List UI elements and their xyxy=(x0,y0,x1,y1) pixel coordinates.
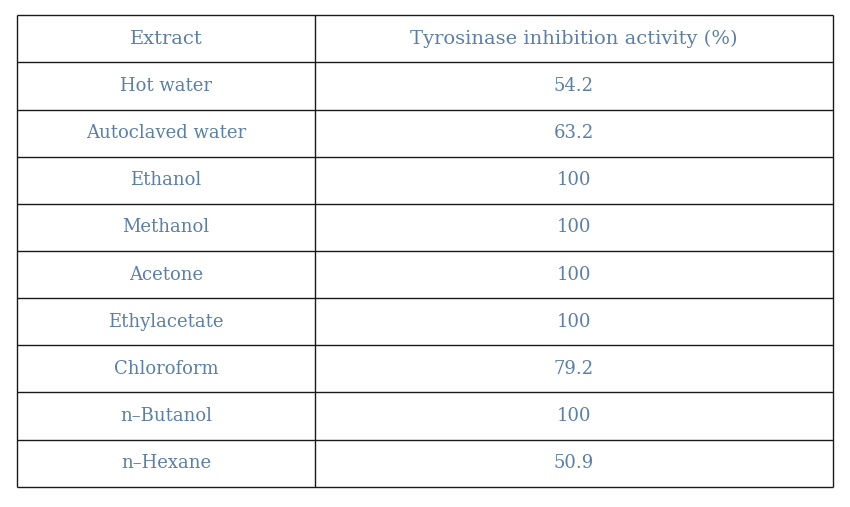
Text: Tyrosinase inhibition activity (%): Tyrosinase inhibition activity (%) xyxy=(411,30,738,48)
Text: Ethanol: Ethanol xyxy=(130,171,201,189)
Text: Acetone: Acetone xyxy=(129,266,203,283)
Text: 63.2: 63.2 xyxy=(554,124,594,142)
Text: Hot water: Hot water xyxy=(120,77,212,95)
Text: 50.9: 50.9 xyxy=(554,454,594,472)
Text: 100: 100 xyxy=(557,171,591,189)
Text: Methanol: Methanol xyxy=(122,219,209,236)
Text: Ethylacetate: Ethylacetate xyxy=(108,313,224,331)
Text: n–Hexane: n–Hexane xyxy=(121,454,211,472)
Text: 100: 100 xyxy=(557,313,591,331)
Text: 54.2: 54.2 xyxy=(554,77,594,95)
Text: 100: 100 xyxy=(557,266,591,283)
Text: 100: 100 xyxy=(557,407,591,425)
Text: 100: 100 xyxy=(557,219,591,236)
Text: 79.2: 79.2 xyxy=(554,360,594,378)
Text: Extract: Extract xyxy=(129,30,202,48)
Text: n–Butanol: n–Butanol xyxy=(120,407,212,425)
Text: Chloroform: Chloroform xyxy=(114,360,218,378)
Text: Autoclaved water: Autoclaved water xyxy=(86,124,246,142)
